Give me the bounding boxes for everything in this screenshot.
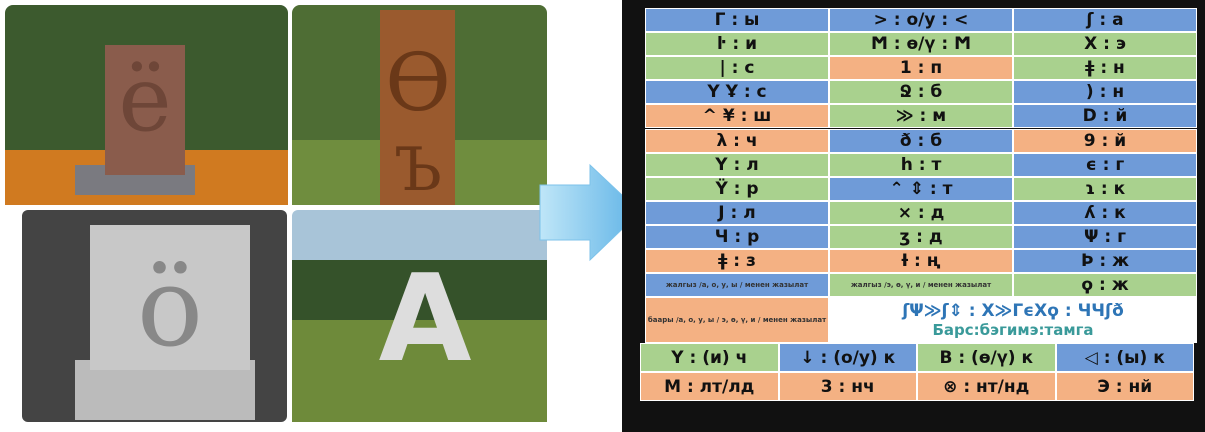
table-cell: Ϋ : р bbox=[645, 176, 829, 201]
table-cell: Γ : ы bbox=[645, 8, 829, 33]
table-cell: Y : (и) ч bbox=[640, 343, 779, 373]
photo-letter: ö bbox=[137, 243, 203, 371]
photo: ё bbox=[5, 5, 288, 205]
table-cell: X : э bbox=[1013, 32, 1197, 57]
table-cell: > : о/у : < bbox=[829, 8, 1013, 33]
table-cell: ϙ : ж bbox=[1013, 273, 1197, 298]
rune-text: ʃΨ≫ʃ⇕ : X≫ΓϵXϙ : ЧЧʃð bbox=[902, 301, 1124, 322]
table-cell: D : й bbox=[1013, 104, 1197, 129]
table-cell: J : л bbox=[645, 200, 829, 225]
table-cell: ŀ : и bbox=[645, 32, 829, 57]
table-cell: ǂ : н bbox=[1013, 56, 1197, 81]
photo-letter: A bbox=[379, 250, 472, 389]
photo: ö bbox=[22, 210, 287, 422]
photos: ё Ѳ Ъ ö A bbox=[5, 5, 622, 422]
photo: A bbox=[292, 210, 547, 422]
table-cell: ʃΨ≫ʃ⇕ : X≫ΓϵXϙ : ЧЧʃð Барс:бэгимэ:тамга bbox=[829, 297, 1197, 344]
table-cell: Y : л bbox=[645, 152, 829, 177]
table-cell: Þ : ж bbox=[1013, 249, 1197, 274]
table-cell: Ջ : б bbox=[829, 80, 1013, 105]
table-cell: ɿ : к bbox=[1013, 176, 1197, 201]
table-cell: ≫ : м bbox=[829, 104, 1013, 129]
table-cell: × : д bbox=[829, 200, 1013, 225]
table-cell: ) : н bbox=[1013, 80, 1197, 105]
arrow bbox=[539, 163, 622, 262]
table-cell: ʎ : к bbox=[1013, 200, 1197, 225]
table-cell: 3 : нч bbox=[778, 372, 917, 402]
table-cell: Э : нй bbox=[1055, 372, 1194, 402]
table-cell: ʒ : д bbox=[829, 224, 1013, 249]
photo: Ѳ Ъ bbox=[292, 5, 547, 205]
table-cell: ◁ : (ы) к bbox=[1055, 343, 1194, 373]
photo-letter: Ѳ bbox=[385, 36, 451, 129]
photo-letter: Ъ bbox=[394, 135, 442, 205]
table-cell: M : лт/лд bbox=[640, 372, 779, 402]
table-cell: ð : б bbox=[829, 128, 1013, 153]
table-cell: ϵ : г bbox=[1013, 152, 1197, 177]
table-cell: ⌃ ⇕ : т bbox=[829, 176, 1013, 201]
table-cell: B : (ө/ү) к bbox=[917, 343, 1056, 373]
table-cell: Ϻ : ө/ү : Ϻ bbox=[829, 32, 1013, 57]
table-cell: ʃ : а bbox=[1013, 8, 1197, 33]
table-cell: | : с bbox=[645, 56, 829, 81]
table-cell: жалгыз /э, ө, ү, и / менен жазылат bbox=[829, 273, 1013, 298]
table-cell: Y Ұ : с bbox=[645, 80, 829, 105]
table-cell: h : т bbox=[829, 152, 1013, 177]
phrase: Барс:бэгимэ:тамга bbox=[932, 321, 1094, 340]
table-cell: ^ ¥ : ш bbox=[645, 104, 829, 129]
table-cell: ↓ : (о/у) к bbox=[778, 343, 917, 373]
table-cell: Ч : р bbox=[645, 224, 829, 249]
table-cell: Ψ : г bbox=[1013, 224, 1197, 249]
table-cell: ǂ : з bbox=[645, 249, 829, 274]
table-cell: баары /а, о, у, ы / э, ө, ү, и / менен ж… bbox=[645, 297, 829, 344]
table-cell: Ɨ : ң bbox=[829, 249, 1013, 274]
photo-letter: ё bbox=[118, 47, 171, 152]
table-cell: ⊗ : нт/нд bbox=[917, 372, 1056, 402]
table-cell: 9 : й bbox=[1013, 128, 1197, 153]
table-cell: 1 : п bbox=[829, 56, 1013, 81]
table-cell: λ : ч bbox=[645, 128, 829, 153]
table-cell: жалгыз /а, о, у, ы / менен жазылат bbox=[645, 273, 829, 298]
